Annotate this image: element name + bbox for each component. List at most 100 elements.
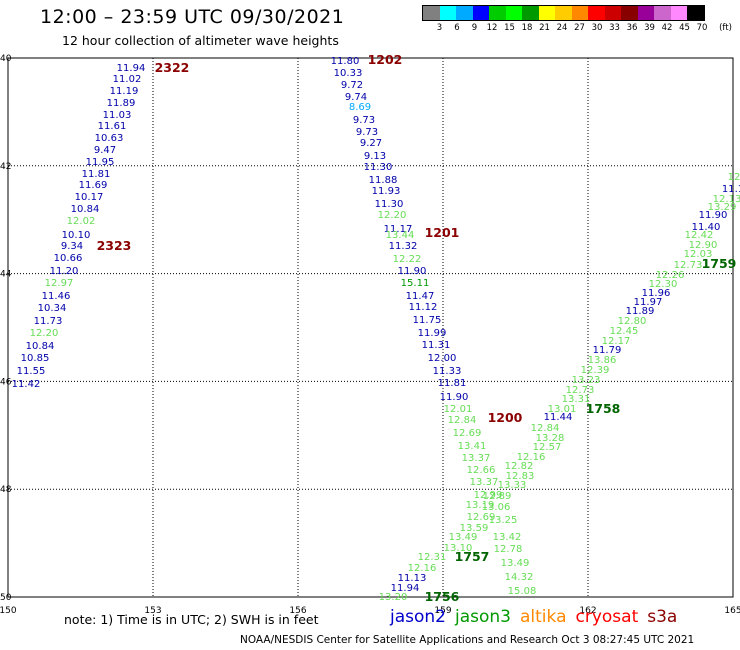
swh-value-label: 13.41	[458, 441, 487, 452]
swh-value-label: 13.01	[548, 404, 577, 415]
swh-value-label: 11.19	[110, 86, 139, 97]
legend-label: 45	[679, 23, 690, 33]
swh-value-label: 11.81	[82, 169, 111, 180]
swh-value-label: 13.33	[498, 480, 527, 491]
legend-swatch	[489, 6, 506, 20]
legend-swatch	[588, 6, 605, 20]
swh-value-label: 13.49	[501, 558, 530, 569]
swh-value-label: 13.25	[489, 515, 518, 526]
latitude-tick-label: 44	[0, 270, 12, 280]
swh-value-label: 12.69	[467, 512, 496, 523]
legend-label: 70	[696, 23, 708, 33]
swh-value-label: 12.22	[393, 254, 422, 265]
swh-value-label: 13.28	[536, 433, 565, 444]
mission-altika: altika	[520, 607, 567, 627]
swh-value-label: 12.13	[713, 194, 740, 205]
swh-value-label: 12.80	[618, 316, 647, 327]
swh-value-label: 11.90	[398, 266, 427, 277]
swh-value-label: 12.69	[453, 428, 482, 439]
swh-value-label: 12.73	[566, 385, 595, 396]
page-subtitle: 12 hour collection of altimeter wave hei…	[62, 33, 339, 48]
swh-value-label: 9.47	[94, 145, 116, 156]
legend-unit: (ft)	[719, 23, 732, 33]
swh-value-label: 11.90	[440, 392, 469, 403]
swh-value-label: 11.79	[593, 345, 622, 356]
map-frame	[7, 57, 734, 598]
legend-swatch	[571, 6, 588, 20]
swh-value-label: 12.03	[684, 249, 713, 260]
swh-value-label: 15.11	[401, 278, 430, 289]
legend-swatch	[555, 6, 572, 20]
latitude-tick-label: 40	[0, 54, 12, 64]
legend-swatch	[472, 6, 489, 20]
swh-value-label: 13.10	[444, 543, 473, 554]
swh-value-label: 11.30	[375, 199, 404, 210]
swh-value-label: 10.66	[54, 253, 83, 264]
pass-time-label: 1758	[586, 401, 621, 416]
longitude-tick-label: 159	[434, 606, 451, 616]
legend-label: 33	[609, 23, 620, 33]
swh-value-label: 11.17	[384, 224, 413, 235]
longitude-tick-label: 162	[579, 606, 596, 616]
swh-value-label: 11.12	[409, 302, 438, 313]
swh-value-label: 11.97	[634, 297, 663, 308]
swh-value-label: 11.73	[34, 316, 63, 327]
legend-label: 30	[591, 23, 603, 33]
swh-value-label: 12.66	[467, 465, 496, 476]
swh-value-label: 9.27	[360, 138, 382, 149]
swh-value-label: 13.29	[708, 202, 737, 213]
legend-label: 3	[436, 23, 443, 33]
swh-value-label: 12.20	[378, 210, 407, 221]
swh-value-label: 15.08	[508, 586, 537, 597]
swh-value-label: 10.10	[62, 230, 91, 241]
swh-value-label: 12.99	[474, 490, 503, 501]
color-scale-labels: 3 6 9 12 15 18 21 24 27 30 33 36 39 42 45 70 (ft)	[422, 23, 732, 35]
swh-value-label: 10.34	[38, 303, 67, 314]
swh-value-label: 12.16	[408, 563, 437, 574]
swh-value-label: 11.80	[331, 56, 360, 67]
swh-value-label: 12.39	[581, 365, 610, 376]
swh-value-label: 12.02	[67, 216, 96, 227]
swh-value-label: 13.19	[466, 500, 495, 511]
legend-label: 27	[574, 23, 585, 33]
swh-value-label: 13.37	[470, 477, 499, 488]
latitude-tick-label: 42	[0, 162, 11, 172]
swh-value-label: 9.34	[61, 241, 83, 252]
pass-time-label: 1201	[425, 225, 460, 240]
pass-time-label: 1757	[455, 549, 490, 564]
legend-swatch	[687, 6, 704, 20]
swh-value-label: 11.44	[544, 412, 573, 423]
legend-swatch	[654, 6, 671, 20]
swh-value-label: 10.63	[95, 133, 124, 144]
swh-value-label: 13.59	[460, 523, 489, 534]
mission-jason2: jason2	[390, 607, 446, 627]
legend-label: 12	[486, 23, 498, 33]
color-scale-bar	[422, 5, 705, 21]
swh-value-label: 11.75	[413, 315, 442, 326]
swh-value-label: 9.73	[356, 127, 378, 138]
swh-value-label: 12.57	[533, 442, 562, 453]
swh-value-label: 11.13	[398, 573, 427, 584]
legend-label: 21	[539, 23, 550, 33]
legend-label: 6	[454, 23, 460, 33]
swh-value-label: 12	[728, 172, 740, 183]
swh-value-label: 11.40	[692, 222, 721, 233]
swh-value-label: 12.42	[685, 230, 714, 241]
legend-swatch	[621, 6, 638, 20]
swh-value-label: 11.93	[372, 186, 401, 197]
swh-value-label: 9.72	[341, 80, 363, 91]
longitude-tick-label: 156	[289, 606, 306, 616]
swh-value-label: 11.30	[364, 162, 393, 173]
swh-value-label: 12.20	[30, 328, 59, 339]
swh-value-label: 10.33	[334, 68, 363, 79]
swh-value-label: 13.31	[562, 394, 591, 405]
swh-value-label: 12.89	[483, 491, 512, 502]
longitude-tick-label: 153	[144, 606, 161, 616]
swh-value-label: 11.99	[418, 328, 447, 339]
footer-credit: NOAA/NESDIS Center for Satellite Applica…	[240, 634, 695, 646]
swh-value-label: 9.13	[364, 151, 386, 162]
swh-value-label: 11.94	[391, 583, 420, 594]
latitude-tick-label: 46	[0, 377, 12, 387]
swh-value-label: 12.17	[602, 336, 631, 347]
swh-value-label: 13.42	[493, 532, 522, 543]
